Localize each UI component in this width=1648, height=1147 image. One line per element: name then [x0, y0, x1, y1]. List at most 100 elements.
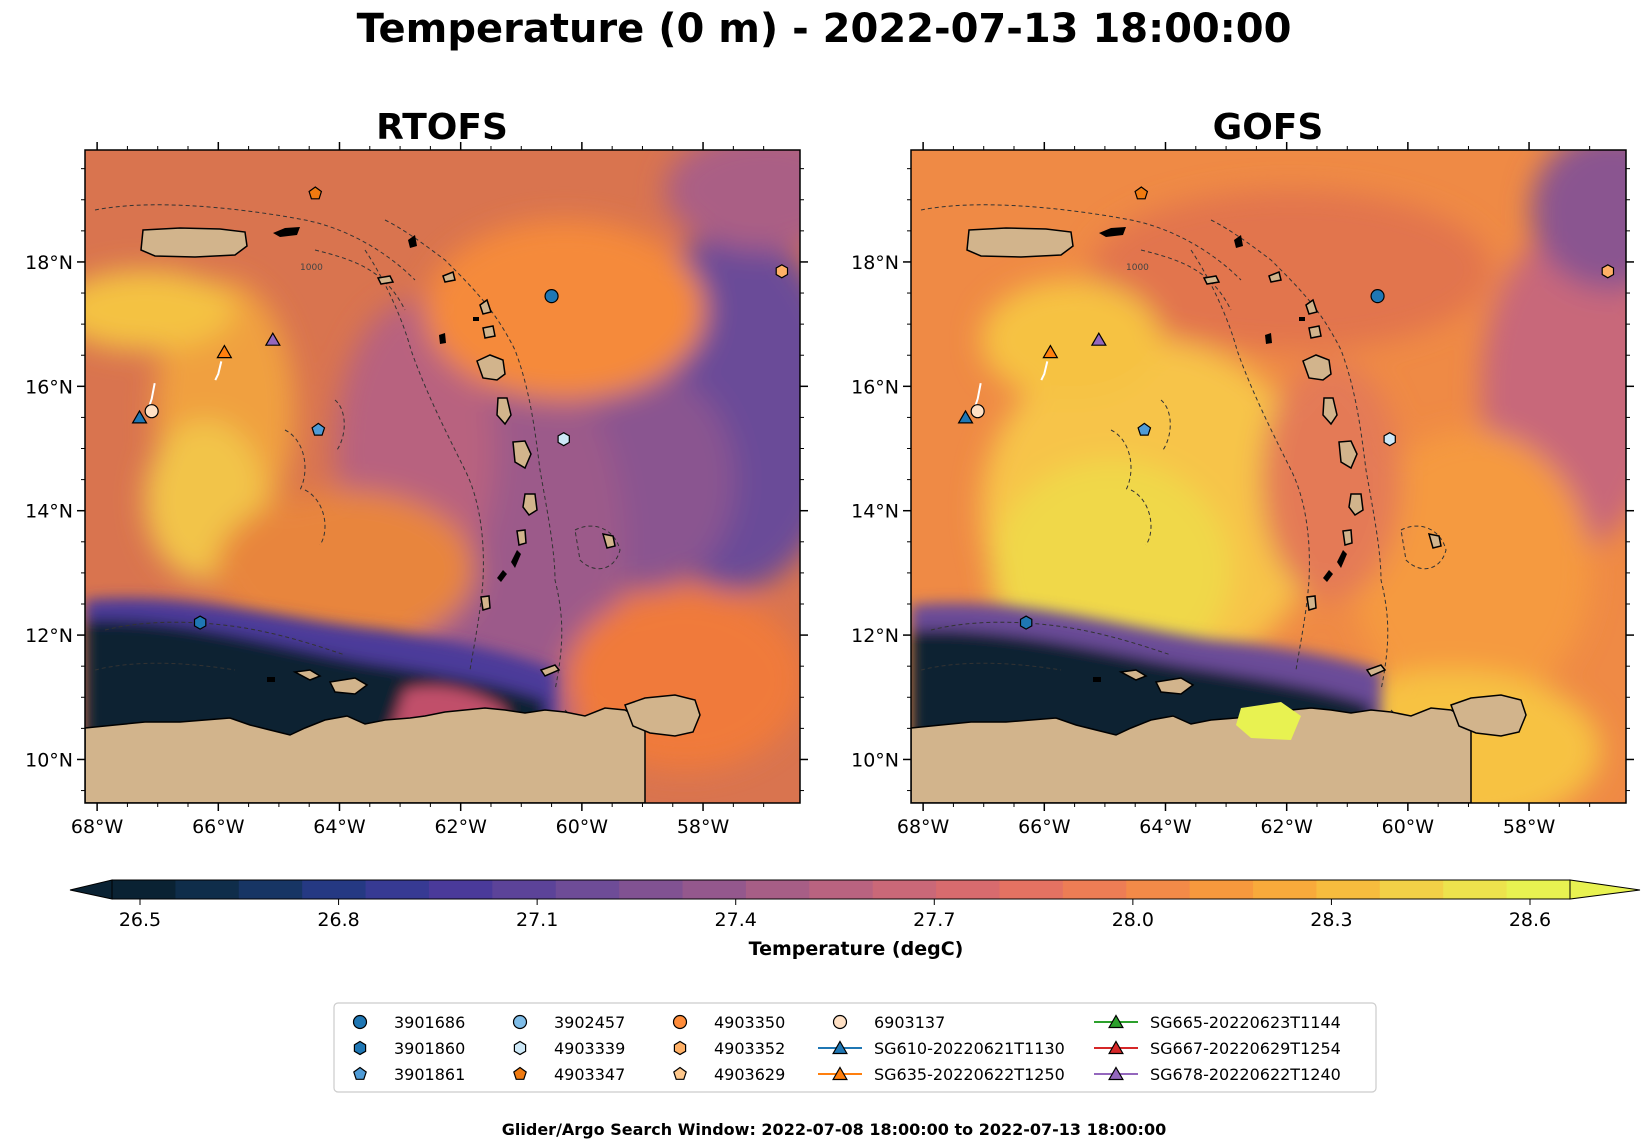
platform-markers: [131, 186, 1615, 630]
platform-marker: [311, 422, 326, 436]
legend-marker: [1108, 1066, 1124, 1081]
x-tick-label: 60°W: [1382, 816, 1435, 838]
x-tick-label: 58°W: [1503, 816, 1556, 838]
legend-label: 4903350: [714, 1013, 785, 1032]
legend-label: 3901861: [394, 1065, 465, 1084]
panel-title: GOFS: [1213, 107, 1324, 148]
legend-label: 4903347: [554, 1065, 625, 1084]
colorbar-swatch: [238, 880, 303, 899]
legend-label: SG635-20220622T1250: [874, 1065, 1065, 1084]
isobath-label: 1000: [1126, 263, 1149, 273]
legend-marker: [353, 1066, 367, 1080]
x-tick-label: 64°W: [313, 816, 366, 838]
colorbar-swatch: [619, 880, 684, 899]
colorbar-tick-label: 28.6: [1509, 909, 1551, 931]
colorbar-swatch: [745, 880, 810, 899]
x-tick-label: 60°W: [556, 816, 609, 838]
isobath-label: 1000: [300, 263, 323, 273]
colorbar-swatch: [936, 880, 1001, 899]
legend-label: SG610-20220621T1130: [874, 1039, 1065, 1058]
platform-marker: [1601, 264, 1615, 279]
platform-marker: [957, 409, 974, 424]
colorbar-swatch: [112, 880, 176, 899]
platform-marker: [131, 409, 148, 424]
legend-label: SG667-20220629T1254: [1150, 1039, 1341, 1058]
footer-text: Glider/Argo Search Window: 2022-07-08 18…: [502, 1120, 1166, 1139]
colorbar-swatch: [1443, 880, 1508, 899]
y-tick-label: 12°N: [25, 625, 73, 647]
y-tick-label: 10°N: [25, 749, 73, 771]
colorbar-tick-label: 28.3: [1310, 909, 1352, 931]
y-tick-label: 10°N: [851, 749, 899, 771]
y-tick-label: 18°N: [25, 252, 73, 274]
legend: 3901686 3901860 3901861 3902457 4903339 49033…: [333, 1002, 1377, 1093]
axes-left: 68°W 66°W 64°W 62°W 60°W 58°W 18°N 16°N 14°N 12°N…: [25, 142, 808, 838]
colorbar-swatch: [1126, 880, 1191, 899]
legend-label: 3901686: [394, 1013, 465, 1032]
colorbar-tick-label: 27.4: [715, 909, 757, 931]
x-tick-label: 58°W: [677, 816, 730, 838]
colorbar-swatch: [365, 880, 430, 899]
colorbar-swatch: [1253, 880, 1318, 899]
legend-marker: [513, 1040, 527, 1056]
colorbar-swatch: [999, 880, 1064, 899]
platform-marker: [1019, 615, 1033, 630]
colorbar-tick-label: 27.7: [913, 909, 955, 931]
glider-track: [214, 361, 223, 381]
y-tick-label: 16°N: [25, 376, 73, 398]
y-tick-label: 12°N: [851, 625, 899, 647]
platform-marker: [193, 615, 207, 630]
legend-marker: [1108, 1040, 1124, 1055]
platform-marker: [308, 186, 323, 200]
legend-label: 4903339: [554, 1039, 625, 1058]
legend-marker: [512, 1014, 528, 1030]
panel-rtofs: RTOFS: [25, 107, 808, 838]
colorbar-tick-label: 28.0: [1112, 909, 1154, 931]
colorbar-swatch: [1062, 880, 1127, 899]
colorbar-extend-high: [1569, 879, 1641, 900]
colorbar-tick-label: 26.5: [119, 909, 161, 931]
axes-right: 68°W 66°W 64°W 62°W 60°W 58°W 18°N 16°N 14°N 12°N…: [851, 142, 1634, 838]
y-tick-label: 16°N: [851, 376, 899, 398]
colorbar-swatch: [809, 880, 874, 899]
x-tick-label: 68°W: [71, 816, 124, 838]
legend-marker: [832, 1040, 848, 1055]
colorbar-extend-low: [69, 879, 113, 900]
y-tick-label: 14°N: [25, 501, 73, 523]
legend-marker: [1108, 1014, 1124, 1029]
panel-gofs: GOFS: [851, 107, 1634, 838]
platform-marker: [1042, 344, 1059, 359]
x-tick-label: 68°W: [897, 816, 950, 838]
colorbar-swatch: [872, 880, 937, 899]
colorbar-swatch: [1379, 880, 1444, 899]
colorbar-label: Temperature (degC): [749, 938, 964, 960]
legend-label: SG678-20220622T1240: [1150, 1065, 1341, 1084]
colorbar-swatch: [1189, 880, 1254, 899]
colorbar-swatch: [428, 880, 493, 899]
legend-marker: [672, 1014, 688, 1030]
legend-marker: [353, 1040, 367, 1056]
colorbar-swatch: [1506, 880, 1571, 899]
legend-marker: [513, 1066, 527, 1080]
y-tick-label: 14°N: [851, 501, 899, 523]
x-tick-label: 62°W: [1260, 816, 1313, 838]
colorbar-tick-label: 26.8: [317, 909, 359, 931]
platform-marker: [557, 432, 570, 447]
platform-marker: [1383, 432, 1396, 447]
legend-marker: [832, 1014, 848, 1030]
colorbar-swatch: [302, 880, 367, 899]
x-tick-label: 64°W: [1139, 816, 1192, 838]
platform-marker: [144, 404, 159, 419]
figure-title: Temperature (0 m) - 2022-07-13 18:00:00: [357, 6, 1292, 52]
panel-title: RTOFS: [376, 107, 508, 148]
legend-label: SG665-20220623T1144: [1150, 1013, 1341, 1032]
glider-track: [1040, 361, 1049, 381]
x-tick-label: 66°W: [1018, 816, 1071, 838]
colorbar-swatch: [175, 880, 240, 899]
colorbar: 26.5 26.8 27.1 27.4 27.7 28.0 28.3 28.6 Tempera…: [69, 879, 1641, 960]
platform-marker: [216, 344, 233, 359]
colorbar-swatch: [555, 880, 620, 899]
colorbar-swatch: [682, 880, 747, 899]
platform-marker: [1137, 422, 1152, 436]
